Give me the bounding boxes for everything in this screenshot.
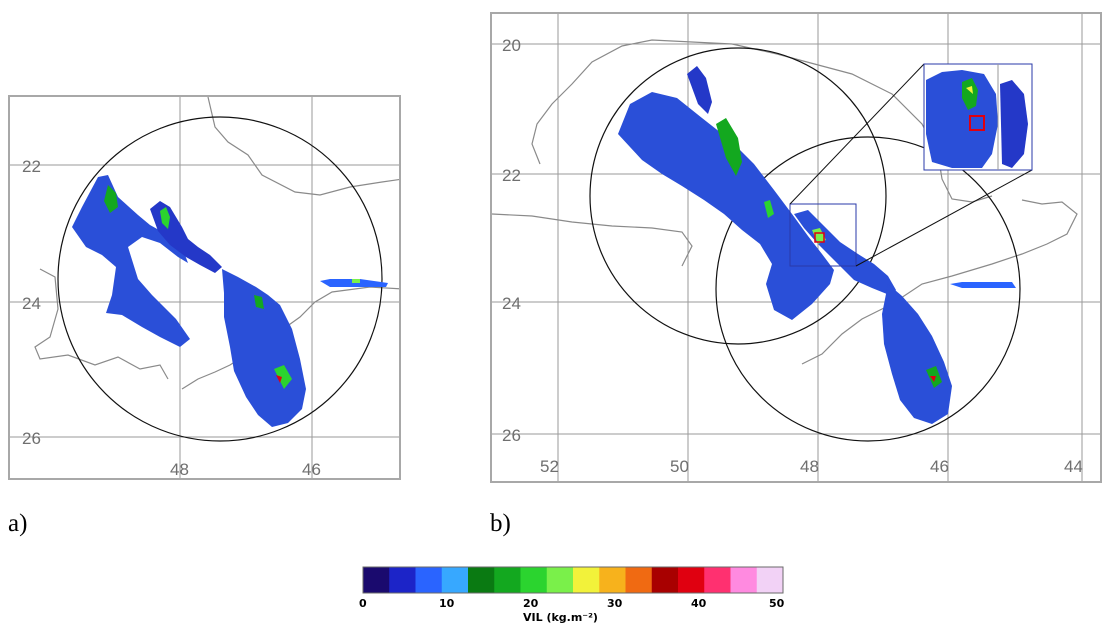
colorbar-tick-label: 50 xyxy=(769,597,785,610)
vil-echo xyxy=(1000,80,1028,168)
lat-tick-label: 24 xyxy=(502,294,521,313)
vil-cell xyxy=(274,365,292,389)
vil-echo xyxy=(950,282,1016,288)
colorbar-tick-label: 10 xyxy=(439,597,455,610)
radar-map-panel-a: 22 24 26 48 46 xyxy=(8,95,401,480)
colorbar-tick-label: 40 xyxy=(691,597,707,610)
lon-tick-label: 52 xyxy=(540,457,559,476)
lon-tick-label: 46 xyxy=(302,460,321,479)
lat-tick-label: 22 xyxy=(22,157,41,176)
lat-tick-label: 26 xyxy=(502,426,521,445)
vil-echo xyxy=(618,92,834,320)
colorbar-tick-label: 0 xyxy=(359,597,367,610)
colorbar-swatch xyxy=(468,567,495,593)
radar-map-panel-b: 20 22 24 26 52 50 48 46 44 xyxy=(490,12,1102,483)
colorbar-swatch xyxy=(730,567,758,593)
colorbar-frame xyxy=(362,566,784,594)
colorbar-swatch xyxy=(389,567,416,593)
vil-cell xyxy=(104,185,118,213)
lon-tick-label: 48 xyxy=(800,457,819,476)
state-border xyxy=(492,213,693,267)
vil-echo xyxy=(222,269,306,427)
zoom-region-box xyxy=(789,203,857,267)
radar-range-circle xyxy=(57,116,383,442)
lon-tick-label: 46 xyxy=(930,457,949,476)
vil-cell xyxy=(962,78,978,110)
vil-cell xyxy=(716,118,742,176)
vil-echo xyxy=(687,66,712,114)
colorbar-swatch xyxy=(599,567,626,593)
colorbar-swatch xyxy=(520,567,548,593)
colorbar-swatch xyxy=(441,567,469,593)
colorbar-title: VIL (kg.m⁻²) xyxy=(523,611,598,624)
vil-cell xyxy=(160,207,170,229)
zoom-connector xyxy=(855,169,1033,267)
colorbar-swatch xyxy=(625,567,653,593)
vil-echo xyxy=(882,284,952,424)
colorbar-swatch xyxy=(494,567,521,593)
lon-tick-label: 44 xyxy=(1064,457,1083,476)
vil-colorbar: 0 10 20 30 40 50 VIL (kg.m⁻²) xyxy=(345,565,787,625)
radar-map-b: 20 22 24 26 52 50 48 46 44 xyxy=(492,14,1100,481)
vil-cell-core xyxy=(276,375,282,383)
lat-tick-label: 24 xyxy=(22,294,41,313)
zoom-connector xyxy=(789,63,925,205)
colorbar-swatch xyxy=(704,567,731,593)
coastline xyxy=(801,199,1078,365)
vil-echo xyxy=(72,175,190,347)
highlighted-cell-marker xyxy=(969,115,985,131)
colorbar-swatch xyxy=(573,567,600,593)
vil-echo xyxy=(926,70,998,168)
radar-range-circle xyxy=(715,136,1021,442)
colorbar-swatch xyxy=(363,567,390,593)
state-border xyxy=(34,268,169,380)
colorbar-tick-label: 20 xyxy=(523,597,539,610)
colorbar-tick-label: 30 xyxy=(607,597,623,610)
lat-tick-label: 20 xyxy=(502,36,521,55)
colorbar-swatch xyxy=(415,567,443,593)
radar-map-a: 22 24 26 48 46 xyxy=(10,97,399,479)
highlighted-cell-marker xyxy=(814,232,825,243)
vil-cell-core xyxy=(966,86,973,94)
vil-cell xyxy=(764,200,774,218)
state-border xyxy=(207,97,399,196)
colorbar-swatch xyxy=(756,567,784,593)
vil-colorbar-svg: 0 10 20 30 40 50 VIL (kg.m⁻²) xyxy=(359,566,785,624)
radar-range-circle xyxy=(589,47,887,345)
colorbar-swatch xyxy=(546,567,574,593)
vil-cell-core xyxy=(930,376,936,382)
zoom-inset xyxy=(923,63,1033,171)
vil-cell xyxy=(352,279,360,283)
lat-tick-label: 22 xyxy=(502,166,521,185)
panel-caption: b) xyxy=(490,510,511,537)
vil-cell xyxy=(254,295,264,309)
lon-tick-label: 50 xyxy=(670,457,689,476)
colorbar-swatch xyxy=(651,567,679,593)
colorbar-swatches xyxy=(363,567,784,593)
panel-caption: a) xyxy=(8,510,28,537)
colorbar-swatch xyxy=(678,567,705,593)
lon-tick-label: 48 xyxy=(170,460,189,479)
lat-tick-label: 26 xyxy=(22,429,41,448)
vil-cell xyxy=(812,228,826,244)
